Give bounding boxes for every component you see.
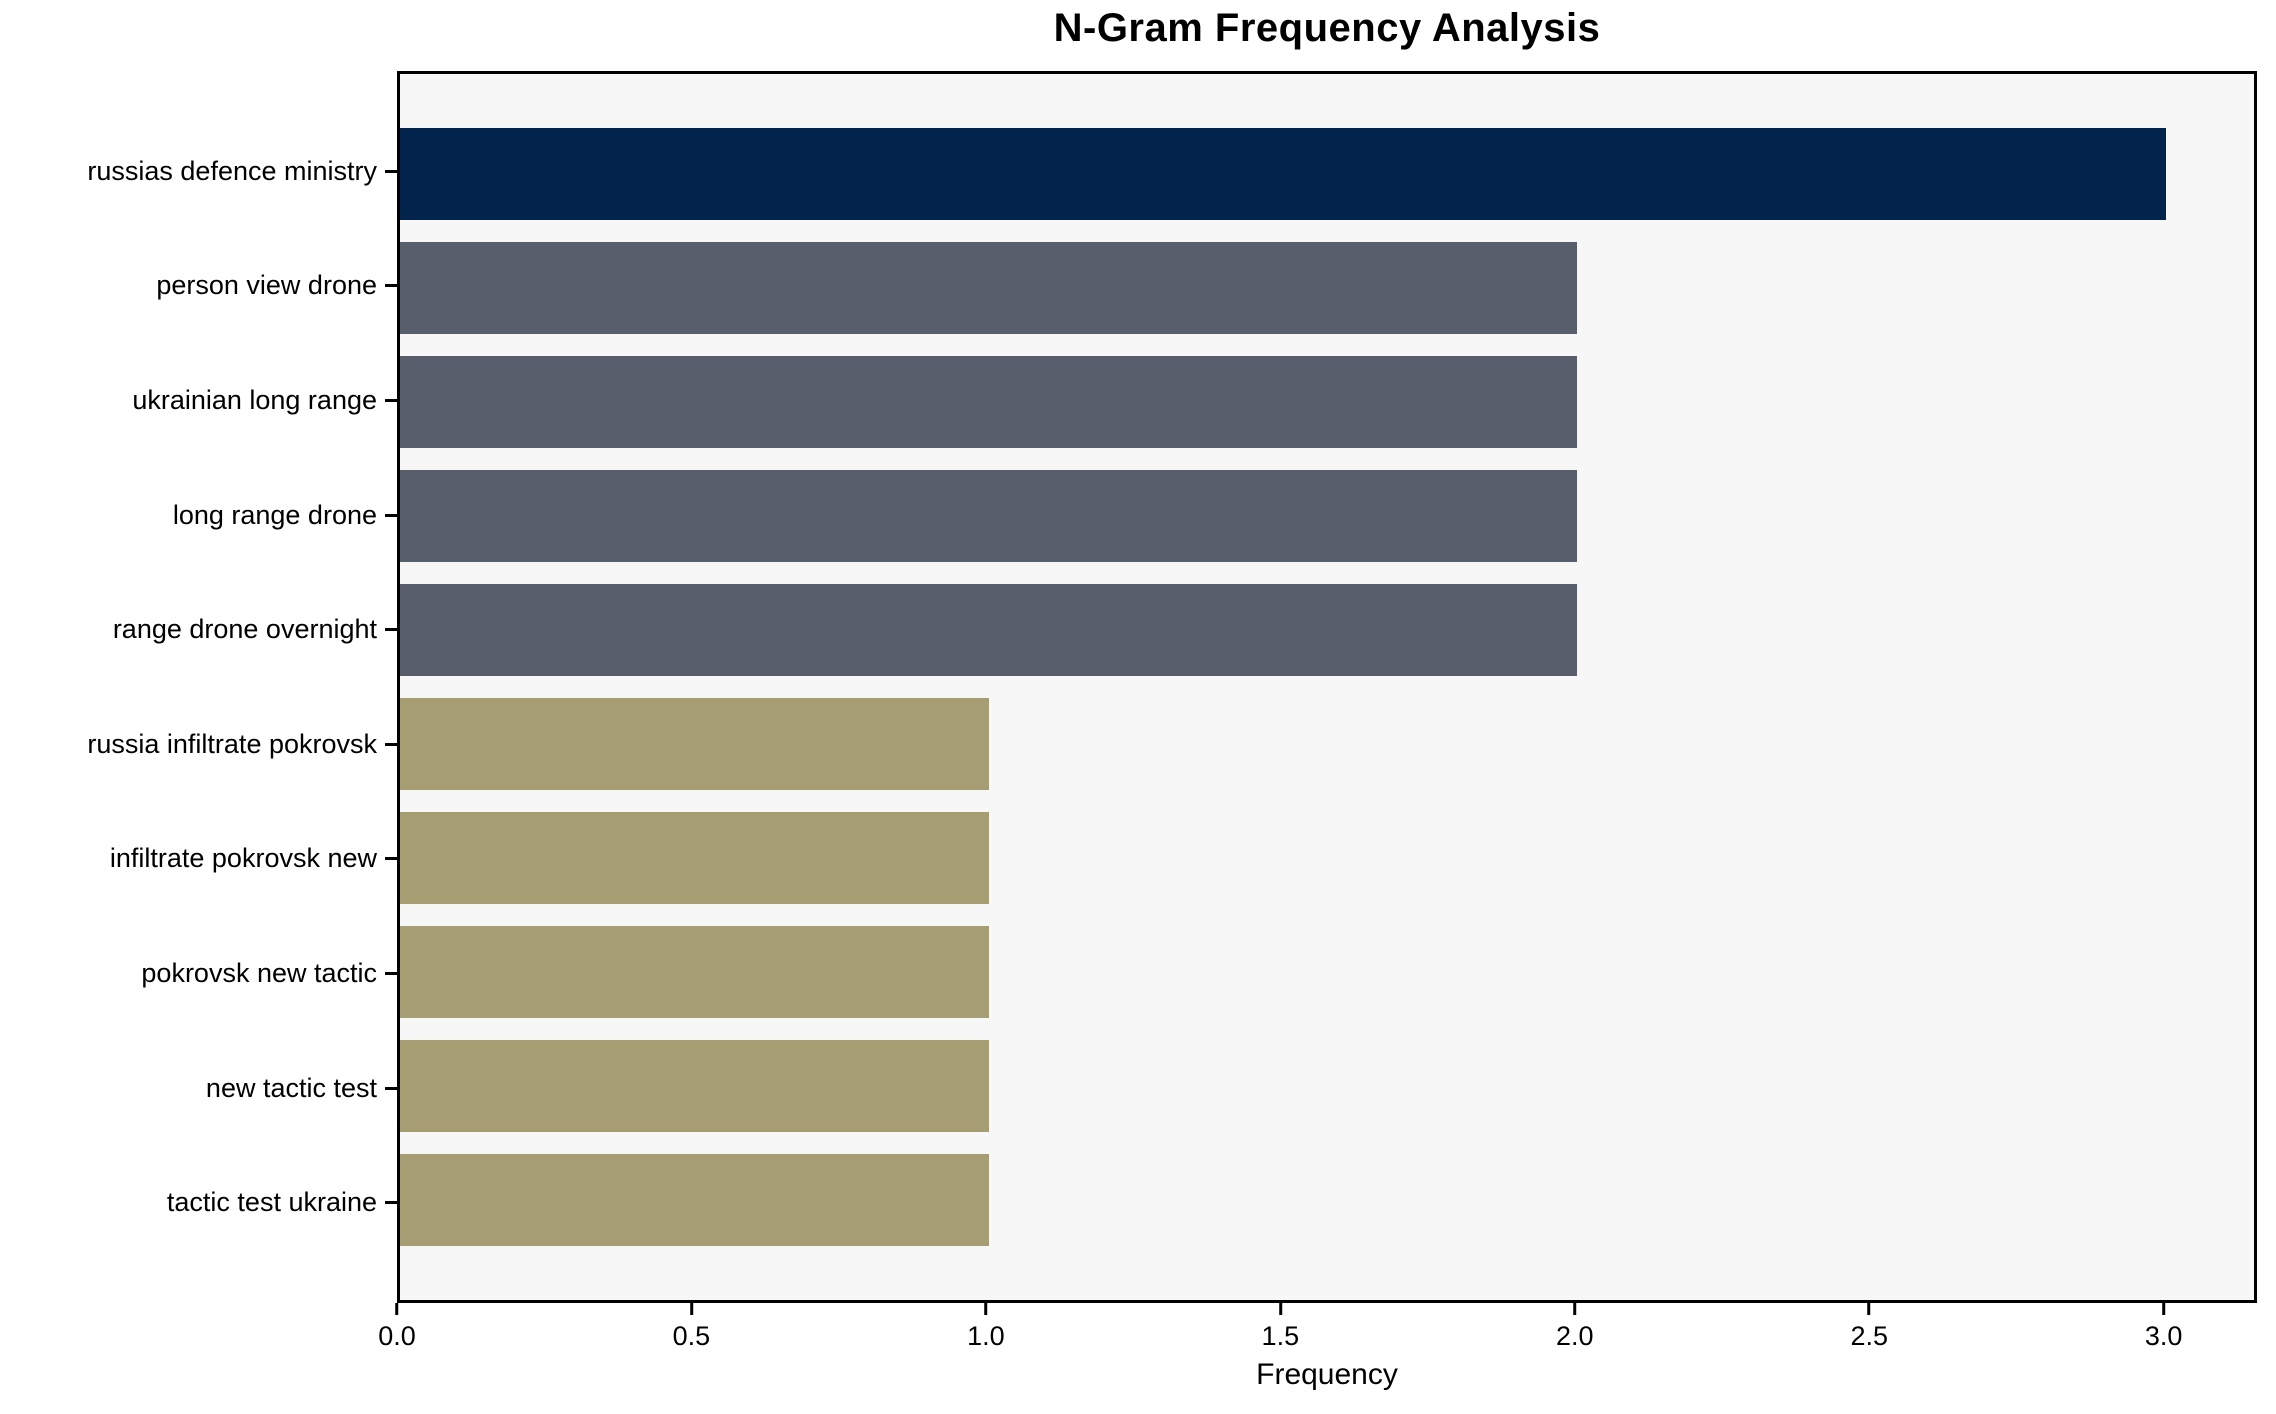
y-label-row: pokrovsk new tactic: [0, 916, 397, 1031]
y-axis-labels: russias defence ministry person view dron…: [0, 71, 397, 1303]
y-label-row: new tactic test: [0, 1031, 397, 1146]
bar-row: [400, 231, 2254, 345]
y-tick-mark: [385, 742, 397, 746]
bar-row: [400, 915, 2254, 1029]
bar: [400, 470, 1578, 562]
y-label-row: tactic test ukraine: [0, 1145, 397, 1260]
bars-area: [400, 74, 2254, 1300]
bar: [400, 584, 1578, 676]
y-tick-label: pokrovsk new tactic: [141, 957, 377, 988]
bar: [400, 698, 989, 790]
bar-row: [400, 1029, 2254, 1143]
x-tick-label: 2.5: [1850, 1321, 1888, 1351]
bar-row: [400, 345, 2254, 459]
bar: [400, 1154, 989, 1246]
x-tick-label: 2.0: [1555, 1321, 1594, 1351]
y-label-row: ukrainian long range: [0, 343, 397, 458]
y-tick-label: range drone overnight: [112, 614, 377, 645]
bar: [400, 128, 2166, 220]
bar: [400, 1040, 989, 1132]
bar: [400, 926, 989, 1018]
y-label-row: person view drone: [0, 229, 397, 344]
y-tick-label: russias defence ministry: [87, 155, 377, 186]
bar: [400, 356, 1578, 448]
bar-row: [400, 801, 2254, 915]
y-tick-mark: [385, 1086, 397, 1090]
y-tick-label: tactic test ukraine: [166, 1187, 377, 1218]
y-tick-mark: [385, 857, 397, 861]
x-tick-mark: [1573, 1303, 1577, 1315]
y-tick-label: infiltrate pokrovsk new: [109, 843, 377, 874]
bar: [400, 242, 1578, 334]
y-label-row: range drone overnight: [0, 572, 397, 687]
y-tick-mark: [385, 169, 397, 173]
y-label-row: infiltrate pokrovsk new: [0, 802, 397, 917]
x-tick: 2.5: [1850, 1303, 1888, 1352]
y-label-row: russias defence ministry: [0, 114, 397, 229]
bar-row: [400, 459, 2254, 573]
y-tick-label: person view drone: [156, 270, 377, 301]
x-tick-mark: [689, 1303, 693, 1315]
y-label-row: long range drone: [0, 458, 397, 573]
x-tick: 0.5: [672, 1303, 711, 1352]
x-tick: 1.0: [967, 1303, 1005, 1352]
x-tick-label: 0.5: [672, 1321, 711, 1351]
y-tick-label: russia infiltrate pokrovsk: [87, 728, 377, 759]
chart-title: N-Gram Frequency Analysis: [1053, 6, 1601, 50]
x-tick: 2.0: [1556, 1303, 1594, 1352]
x-tick: 3.0: [2144, 1303, 2183, 1352]
x-tick-mark: [395, 1303, 399, 1315]
x-tick-mark: [1278, 1303, 1282, 1315]
x-tick-label: 1.0: [967, 1321, 1005, 1351]
x-tick-mark: [1867, 1303, 1871, 1315]
x-tick: 1.5: [1261, 1303, 1300, 1352]
x-axis: 0.0 0.5 1.0 1.5 2.0 2.5 3.0: [378, 1303, 2252, 1363]
y-tick-mark: [385, 1201, 397, 1205]
x-tick-label: 3.0: [2144, 1321, 2183, 1351]
y-label-row: russia infiltrate pokrovsk: [0, 687, 397, 802]
plot-area: [397, 71, 2257, 1303]
y-tick-mark: [385, 628, 397, 632]
bar-row: [400, 1143, 2254, 1257]
y-tick-mark: [385, 971, 397, 975]
y-tick-mark: [385, 284, 397, 288]
y-tick-mark: [385, 398, 397, 402]
bar: [400, 812, 989, 904]
bar-row: [400, 687, 2254, 801]
y-tick-mark: [385, 513, 397, 517]
y-tick-label: long range drone: [172, 499, 377, 530]
bar-row: [400, 573, 2254, 687]
x-tick-label: 0.0: [378, 1321, 416, 1351]
x-tick-mark: [2162, 1303, 2166, 1315]
bar-row: [400, 117, 2254, 231]
y-tick-label: new tactic test: [205, 1072, 377, 1103]
y-tick-label: ukrainian long range: [132, 384, 377, 415]
x-tick: 0.0: [378, 1303, 416, 1352]
x-tick-label: 1.5: [1261, 1321, 1300, 1351]
x-tick-mark: [984, 1303, 988, 1315]
x-axis-title: Frequency: [1256, 1358, 1398, 1391]
